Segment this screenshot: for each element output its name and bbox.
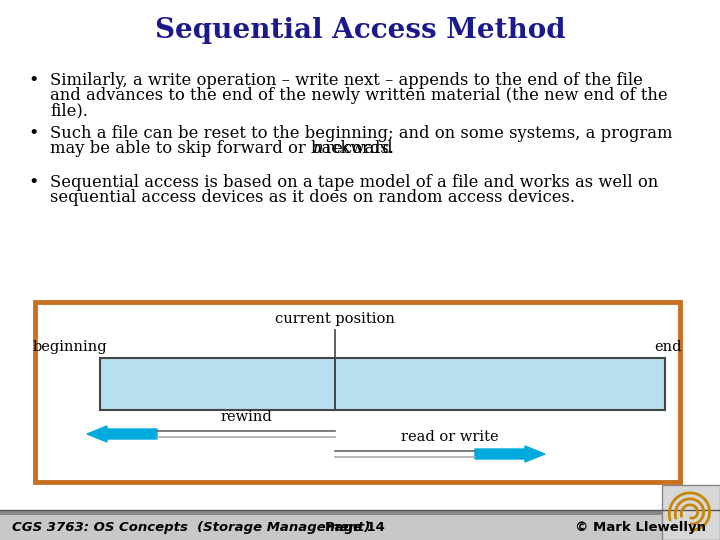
Text: Similarly, a write operation – write next – appends to the end of the file: Similarly, a write operation – write nex… xyxy=(50,72,643,89)
Text: current position: current position xyxy=(275,312,395,326)
Text: •: • xyxy=(28,72,38,90)
Text: read or write: read or write xyxy=(401,430,499,444)
Text: beginning: beginning xyxy=(33,340,107,354)
FancyArrow shape xyxy=(475,446,545,462)
Text: CGS 3763: OS Concepts  (Storage Management): CGS 3763: OS Concepts (Storage Managemen… xyxy=(12,521,370,534)
Text: file).: file). xyxy=(50,102,88,119)
Text: records.: records. xyxy=(320,140,394,157)
FancyArrow shape xyxy=(87,426,157,442)
Bar xyxy=(100,358,665,410)
Text: n: n xyxy=(313,140,323,157)
Text: end: end xyxy=(654,340,682,354)
Bar xyxy=(0,515,720,540)
Bar xyxy=(35,302,680,482)
Text: sequential access devices as it does on random access devices.: sequential access devices as it does on … xyxy=(50,189,575,206)
Text: may be able to skip forward or backward: may be able to skip forward or backward xyxy=(50,140,398,157)
Bar xyxy=(662,485,720,540)
Text: and advances to the end of the newly written material (the new end of the: and advances to the end of the newly wri… xyxy=(50,87,667,104)
Text: •: • xyxy=(28,174,38,192)
Text: Page 14: Page 14 xyxy=(325,521,385,534)
Text: Sequential access is based on a tape model of a file and works as well on: Sequential access is based on a tape mod… xyxy=(50,174,658,191)
Text: Sequential Access Method: Sequential Access Method xyxy=(155,17,565,44)
Text: Such a file can be reset to the beginning; and on some systems, a program: Such a file can be reset to the beginnin… xyxy=(50,125,672,142)
Bar xyxy=(0,510,720,515)
Text: rewind: rewind xyxy=(220,410,272,424)
Text: © Mark Llewellyn: © Mark Llewellyn xyxy=(575,521,706,534)
Text: •: • xyxy=(28,125,38,143)
